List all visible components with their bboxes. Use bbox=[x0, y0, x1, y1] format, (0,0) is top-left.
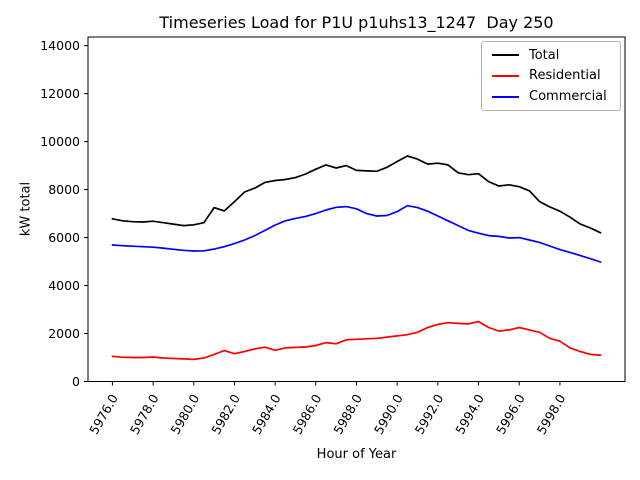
legend-label-residential: Residential bbox=[529, 68, 601, 84]
x-tick-label: 5986.0 bbox=[290, 391, 325, 436]
x-axis-label: Hour of Year bbox=[316, 447, 397, 462]
x-tick-label: 5976.0 bbox=[86, 391, 121, 436]
plot-border bbox=[87, 36, 626, 382]
commercial-line-swatch bbox=[492, 95, 519, 98]
legend-item-total: Total bbox=[492, 48, 620, 63]
y-tick-label: 4000 bbox=[48, 278, 80, 293]
total-line-swatch bbox=[492, 54, 519, 57]
x-tick-label: 5990.0 bbox=[371, 391, 406, 436]
legend-label-total: Total bbox=[529, 47, 560, 63]
x-tick-label: 5980.0 bbox=[168, 391, 203, 436]
y-axis-label: kW total bbox=[18, 181, 34, 237]
y-tick-label: 10000 bbox=[40, 134, 80, 149]
legend-label-commercial: Commercial bbox=[529, 89, 607, 105]
x-tick-label: 5998.0 bbox=[534, 391, 569, 436]
y-tick-label: 0 bbox=[72, 374, 80, 389]
legend: Total Residential Commercial bbox=[481, 41, 621, 111]
legend-item-residential: Residential bbox=[492, 68, 620, 83]
x-tick-label: 5994.0 bbox=[452, 391, 487, 436]
y-tick-label: 14000 bbox=[40, 38, 80, 53]
chart-title: Timeseries Load for P1U p1uhs13_1247 Day… bbox=[159, 13, 554, 32]
y-tick-label: 2000 bbox=[48, 326, 80, 341]
commercial-line bbox=[111, 204, 602, 263]
total-line bbox=[111, 155, 602, 234]
residential-line bbox=[111, 320, 602, 361]
y-tick-label: 6000 bbox=[48, 230, 80, 245]
x-tick-label: 5984.0 bbox=[249, 391, 284, 436]
legend-item-commercial: Commercial bbox=[492, 89, 620, 104]
x-tick-label: 5978.0 bbox=[127, 391, 162, 436]
x-tick-label: 5988.0 bbox=[330, 391, 365, 436]
y-tick-label: 8000 bbox=[48, 182, 80, 197]
x-tick-label: 5982.0 bbox=[208, 391, 243, 436]
x-tick-label: 5996.0 bbox=[493, 391, 528, 436]
x-tick-label: 5992.0 bbox=[412, 391, 447, 436]
y-tick-label: 12000 bbox=[40, 86, 80, 101]
residential-line-swatch bbox=[492, 74, 519, 77]
